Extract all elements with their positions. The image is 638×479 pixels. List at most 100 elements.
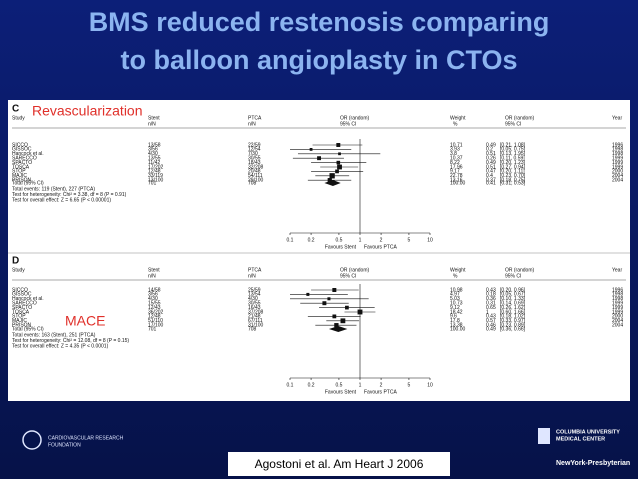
ptca-count: 7/30 (248, 151, 258, 157)
odds-ratio: 0.46 (486, 323, 496, 329)
odds-ratio: 0.37 (486, 178, 496, 184)
study: Hancock et al. (12, 296, 44, 302)
stent-count: 4/30 (148, 151, 158, 157)
study: MAJIC (12, 318, 27, 324)
study-marker (309, 148, 313, 151)
column-header: n/N (148, 273, 156, 279)
ci: [0.11, 0.59] (500, 156, 525, 162)
ptca-count: 31/100 (248, 323, 264, 329)
stent-count: 33/119 (148, 173, 163, 179)
x-tick-label: 0.2 (308, 237, 315, 243)
ptca-count: 30/55 (248, 156, 261, 162)
ci: [0.21, 1.08] (500, 142, 526, 148)
study-marker (336, 160, 341, 165)
ci: [0.23, 0.70] (500, 173, 526, 179)
year: 1998 (612, 151, 623, 157)
year: 1999 (612, 305, 623, 311)
ci: [0.05, 0.75] (500, 147, 526, 153)
stent-count: 3/56 (148, 147, 158, 153)
odds-ratio: 0.57 (486, 318, 496, 324)
year: 1999 (612, 164, 623, 170)
stent-count: 11/42 (148, 160, 160, 166)
x-tick-label: 5 (408, 237, 411, 243)
study-marker (340, 318, 346, 324)
ci: [0.27, 0.94] (500, 164, 526, 170)
ptca-count: 4/30 (248, 296, 258, 302)
study: SARECCO (12, 156, 37, 162)
ptca-count: 20/48 (248, 169, 261, 175)
stent-count: 15/55 (148, 301, 161, 307)
year: 1996 (612, 287, 623, 293)
study: GISSOC (12, 147, 32, 153)
ptca-count: 12/54 (248, 147, 261, 153)
citation-box (228, 452, 450, 476)
total-stent: 701 (148, 180, 157, 186)
total-ci: [0.36, 0.66] (500, 326, 526, 332)
stent-count: 51/110 (148, 318, 163, 324)
weight: 17.96 (450, 164, 463, 170)
year: 2004 (612, 173, 623, 179)
total-ci: [0.31, 0.53] (500, 180, 526, 186)
year: 2004 (612, 323, 623, 329)
study: STOP (12, 314, 26, 320)
total-label: Total (95% CI) (12, 326, 44, 332)
ptca-count: 21/48 (248, 314, 261, 320)
note: Total events: 163 (Stent), 251 (PTCA) (12, 332, 96, 338)
year: 1998 (612, 296, 623, 302)
ptca-count: 30/55 (248, 301, 261, 307)
study-marker (334, 323, 339, 328)
column-header: OR (random) (340, 267, 370, 273)
study-marker (317, 156, 321, 161)
study-marker (338, 152, 341, 156)
weight: 9.6 (450, 314, 457, 320)
total-ptca: 708 (248, 180, 257, 186)
weight: 10.71 (450, 142, 463, 148)
column-header: OR (random) (505, 115, 535, 121)
column-header: Year (612, 267, 622, 273)
study-marker (335, 169, 339, 174)
study-marker (357, 309, 363, 315)
ci: [0.18, 1.02] (500, 314, 526, 320)
weight: 13.38 (450, 323, 463, 329)
x-tick-label: 1 (359, 237, 362, 243)
note: Test for overall effect: Z = 4.35 (P < 0… (12, 343, 109, 349)
year: 1999 (612, 301, 623, 307)
weight: 18.42 (450, 309, 463, 315)
panel-letter: C (12, 104, 19, 115)
odds-ratio: 0.47 (486, 169, 496, 175)
weight: 4.97 (450, 292, 460, 298)
study: TOSCA (12, 309, 30, 315)
x-tick-label: 2 (380, 237, 383, 243)
logo-text: FOUNDATION (48, 442, 81, 448)
odds-ratio: 0.18 (486, 292, 496, 298)
weight: 17.8 (450, 318, 460, 324)
total-weight: 100.00 (450, 326, 466, 332)
study: SICCO (12, 142, 28, 148)
x-tick-label: 10 (427, 382, 433, 388)
logo-text: COLUMBIA UNIVERSITY (556, 429, 620, 435)
note: Test for overall effect: Z = 6.65 (P < 0… (12, 197, 111, 203)
study-marker (327, 297, 331, 301)
odds-ratio: 0.49 (486, 142, 496, 148)
weight: 10.37 (450, 156, 463, 162)
year: 1998 (612, 147, 623, 153)
ci: [0.10, 1.33] (500, 296, 526, 302)
ptca-count: 67/111 (248, 318, 263, 324)
stent-count: 3/56 (148, 292, 158, 298)
column-header: Study (12, 115, 25, 121)
ci: [0.14, 0.69] (500, 301, 526, 307)
column-header: % (453, 121, 458, 127)
weight: 8.22 (450, 160, 460, 166)
column-header: OR (random) (340, 115, 370, 121)
study: GISSOC (12, 292, 32, 298)
ptca-count: 18/43 (248, 160, 261, 166)
x-tick-label: 0.2 (308, 382, 315, 388)
odds-ratio: 0.31 (486, 301, 496, 307)
study-marker (345, 305, 349, 310)
study: PRISON (12, 178, 32, 184)
stent-count: 13/58 (148, 142, 161, 148)
odds-ratio: 0.65 (486, 305, 496, 311)
year: 1999 (612, 160, 623, 166)
study-marker (322, 301, 327, 306)
